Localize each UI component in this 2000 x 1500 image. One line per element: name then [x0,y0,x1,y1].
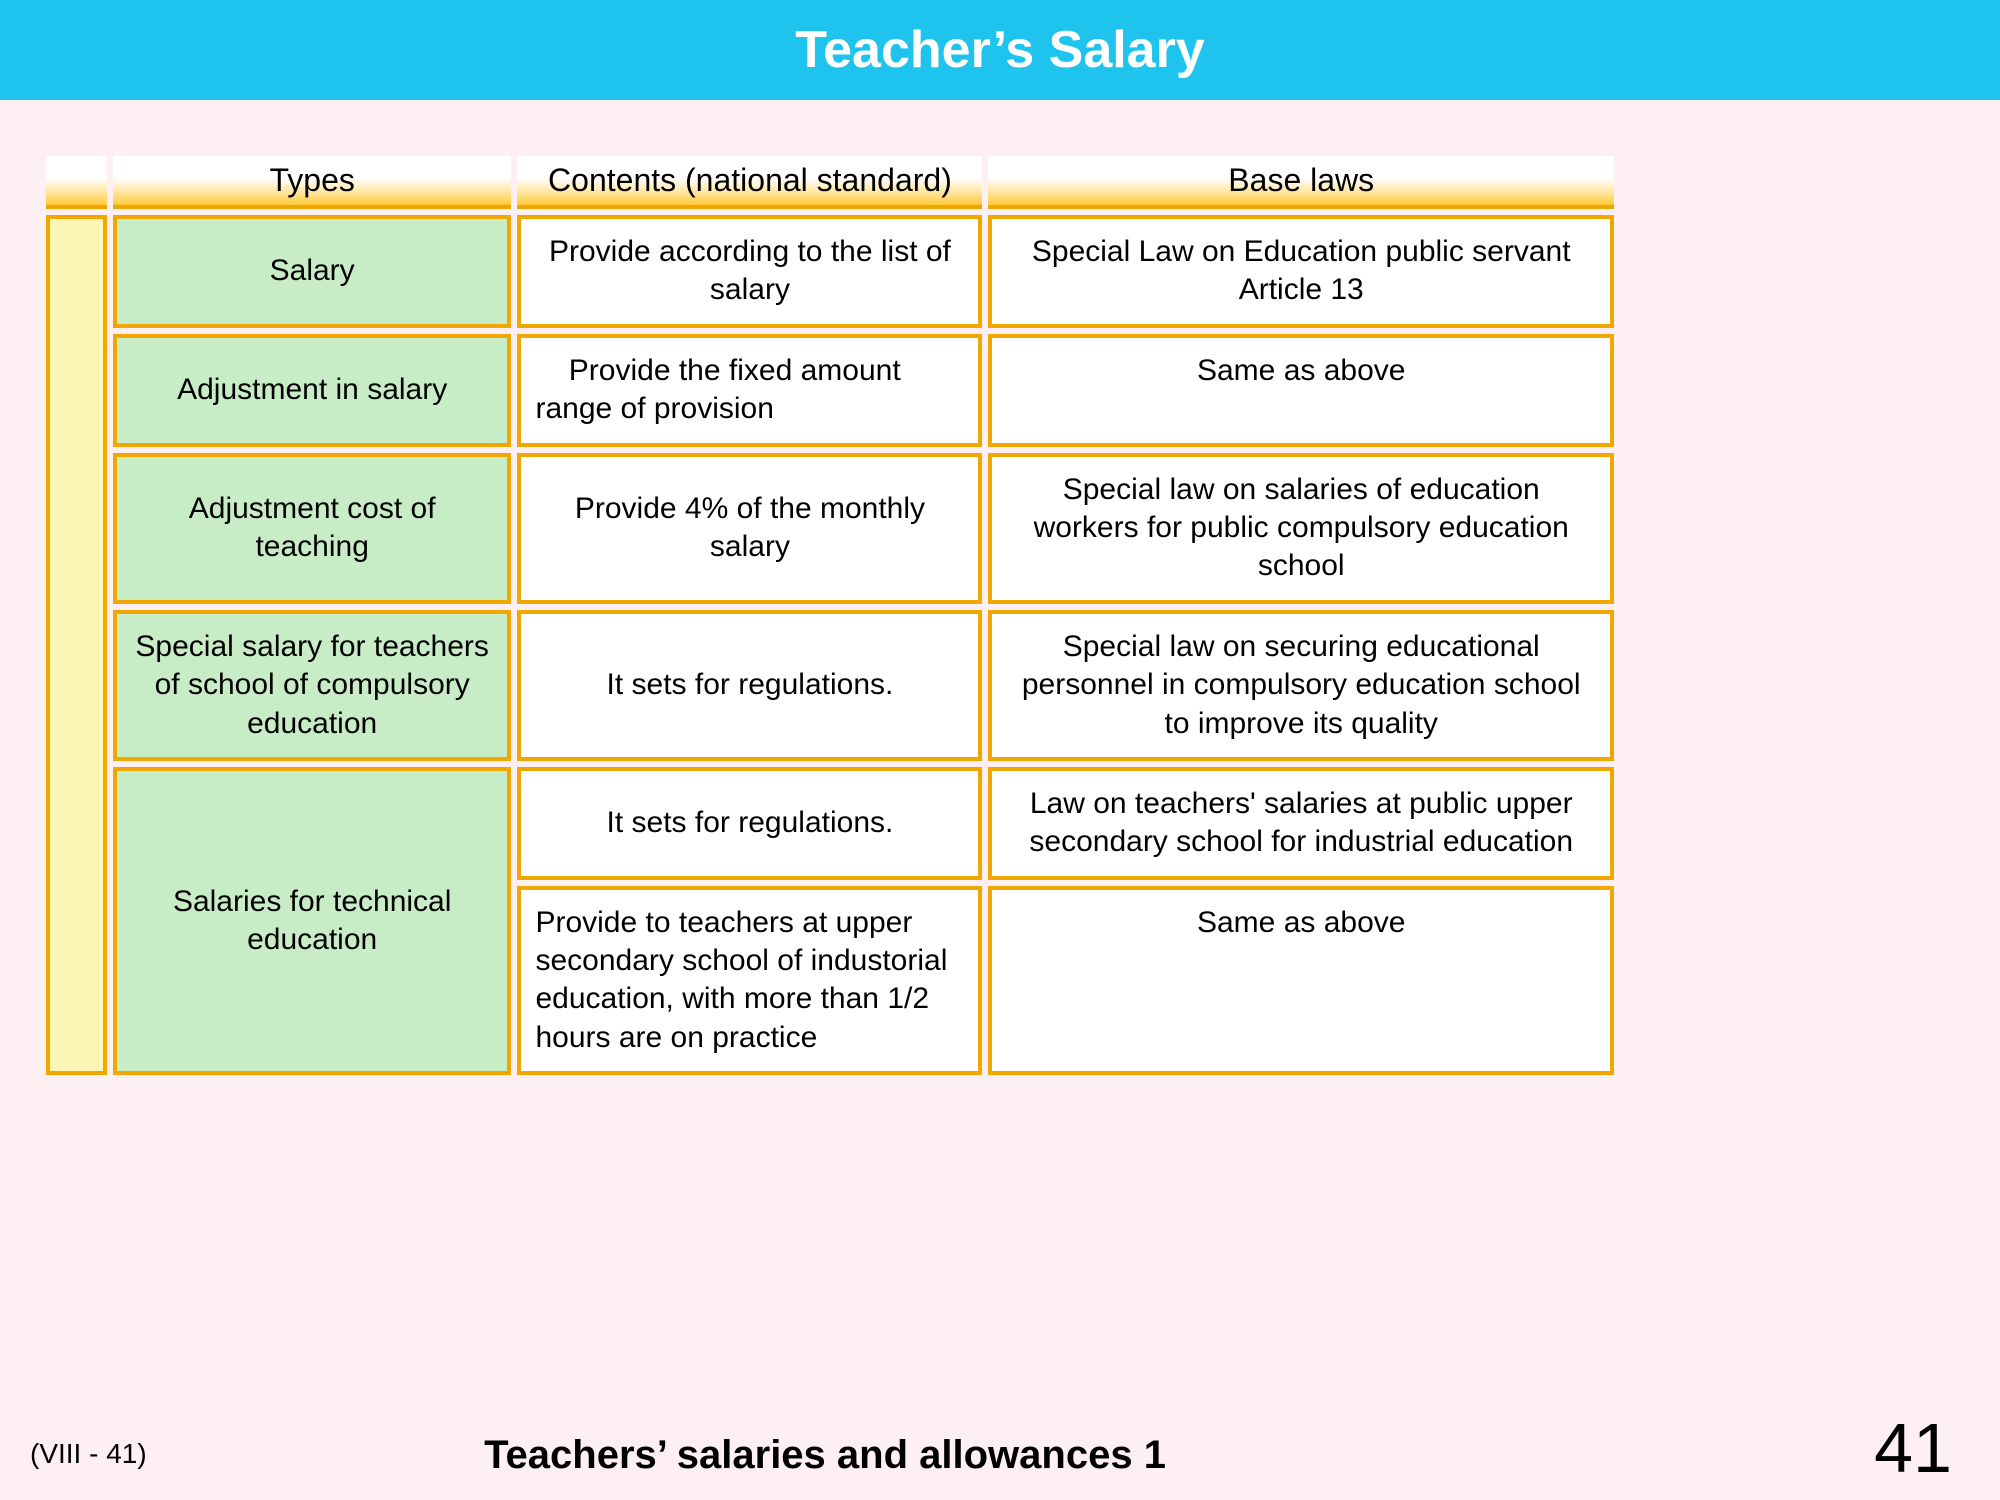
header-contents: Contents (national standard) [517,156,982,209]
footer-subtitle: Teachers’ salaries and allowances 1 [0,1433,1650,1478]
cell-type: Adjustment in salary [113,334,512,447]
cell-law: Special Law on Education public servant … [988,215,1614,328]
table-row: Adjustment in salary Provide the fixed a… [46,334,1614,447]
cell-content: Provide to teachers at upper secondary s… [517,886,982,1076]
cell-law: Same as above [988,334,1614,447]
cell-type: Special salary for teachers of school of… [113,610,512,761]
cell-type: Salary [113,215,512,328]
salary-table-container: Types Contents (national standard) Base … [40,150,1620,1081]
cell-law: Law on teachers' salaries at public uppe… [988,767,1614,880]
header-spacer [46,156,107,209]
row-group-spacer [46,215,107,1075]
cell-type: Adjustment cost of teaching [113,453,512,604]
cell-content: Provide according to the list of salary [517,215,982,328]
page-number: 41 [1874,1408,1952,1488]
header-laws: Base laws [988,156,1614,209]
table-row: Salary Provide according to the list of … [46,215,1614,328]
cell-law: Special law on salaries of education wor… [988,453,1614,604]
cell-content: Provide the fixed amountrange of provisi… [517,334,982,447]
salary-table: Types Contents (national standard) Base … [40,150,1620,1081]
cell-content: Provide 4% of the monthly salary [517,453,982,604]
cell-law: Same as above [988,886,1614,1076]
header-types: Types [113,156,512,209]
footer: (VIII - 41) Teachers’ salaries and allow… [0,1408,1650,1478]
cell-content: It sets for regulations. [517,767,982,880]
table-row: Special salary for teachers of school of… [46,610,1614,761]
cell-type: Salaries for technical education [113,767,512,1075]
table-row: Salaries for technical education It sets… [46,767,1614,880]
cell-content: It sets for regulations. [517,610,982,761]
cell-law: Special law on securing educational pers… [988,610,1614,761]
table-row: Adjustment cost of teaching Provide 4% o… [46,453,1614,604]
page-title: Teacher’s Salary [0,0,2000,100]
table-header-row: Types Contents (national standard) Base … [46,156,1614,209]
